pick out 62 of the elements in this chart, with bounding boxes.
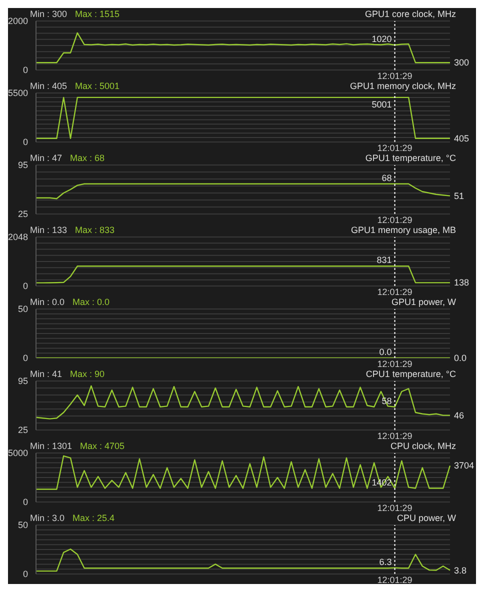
text: Min : 133 [30, 225, 68, 235]
text: Max : 1515 [75, 9, 120, 19]
y-tick-label: 2048 [8, 232, 28, 242]
text: 12:01:29 [377, 431, 412, 441]
text: 12:01:29 [377, 215, 412, 225]
y-tick-label: 0 [22, 497, 28, 508]
y-tick-label: 0 [22, 281, 28, 292]
text: Min : 3.0 [30, 513, 65, 523]
text: 51 [454, 190, 464, 201]
text: 12:01:29 [377, 359, 412, 369]
chart-title: GPU1 memory clock, MHz [350, 81, 456, 91]
text: 12:01:29 [377, 575, 412, 585]
text: Max : 833 [75, 225, 115, 235]
text: Max : 4705 [80, 441, 125, 451]
y-tick-label: 5000 [8, 448, 28, 458]
annotation: 831 [376, 255, 392, 266]
text: Min : 47 [30, 153, 62, 163]
text: Max : 0.0 [72, 297, 110, 307]
text: Min : 41 [30, 369, 62, 379]
text: 3.8 [454, 565, 467, 576]
chart-title: GPU1 temperature, °C [365, 153, 456, 163]
y-tick-label: 95 [18, 376, 28, 386]
annotation: 68 [382, 172, 392, 183]
chart-title: CPU clock, MHz [390, 441, 456, 451]
y-tick-label: 0 [22, 569, 28, 580]
text: Min : 405 [30, 81, 68, 91]
annotation: 1020 [372, 34, 392, 44]
text: 300 [454, 58, 470, 68]
annotation: 6.3 [379, 556, 392, 567]
text: Max : 90 [70, 369, 105, 379]
text: Min : 300 [30, 9, 68, 19]
y-tick-label: 95 [18, 160, 28, 170]
annotation: 5001 [372, 99, 392, 110]
text: Max : 68 [70, 153, 105, 163]
chart-title: CPU1 temperature, °C [366, 369, 456, 379]
y-tick-label: 0 [22, 65, 28, 76]
y-tick-label: 50 [18, 304, 28, 314]
annotation: 0.0 [379, 347, 392, 357]
y-tick-label: 25 [18, 209, 28, 220]
text: Max : 5001 [75, 81, 120, 91]
text: 12:01:29 [377, 143, 412, 153]
chart-title: GPU1 power, W [391, 297, 456, 307]
y-tick-label: 50 [18, 520, 28, 530]
text: 46 [454, 410, 464, 420]
y-tick-label: 2000 [8, 16, 28, 26]
chart-title: GPU1 core clock, MHz [364, 9, 456, 19]
text: 0.0 [454, 353, 467, 363]
chart-title: GPU1 memory usage, MB [350, 225, 456, 235]
text: 12:01:29 [377, 71, 412, 81]
y-tick-label: 0 [22, 353, 28, 364]
text: 12:01:29 [377, 503, 412, 513]
text: 12:01:29 [377, 287, 412, 297]
text: 405 [454, 133, 470, 144]
text: 138 [454, 278, 470, 288]
y-tick-label: 5500 [8, 88, 28, 98]
text: Max : 25.4 [72, 513, 115, 523]
y-tick-label: 25 [18, 425, 28, 436]
text: Min : 1301 [30, 441, 72, 451]
chart-title: CPU power, W [396, 513, 456, 523]
y-tick-label: 0 [22, 137, 28, 148]
text: 3704 [454, 460, 474, 471]
text: Min : 0.0 [30, 297, 65, 307]
